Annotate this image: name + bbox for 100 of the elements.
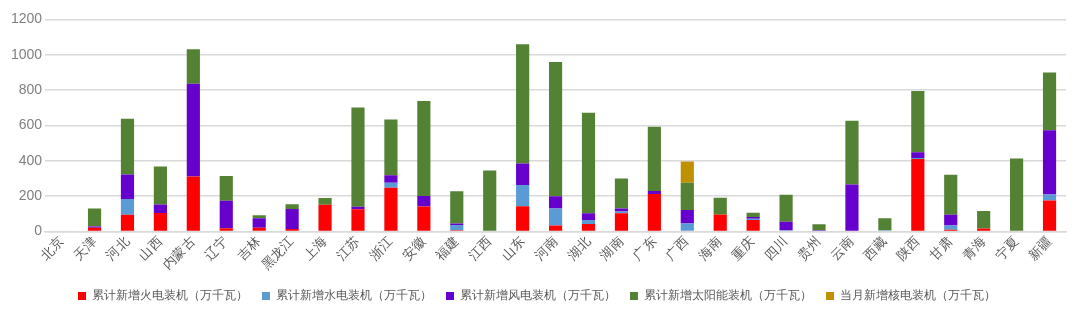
x-tick-label: 新疆 — [1025, 233, 1055, 263]
bar — [878, 218, 892, 231]
bar — [417, 101, 431, 196]
bar — [318, 198, 332, 205]
x-tick-label: 山西 — [135, 233, 165, 263]
x-tick-label: 西藏 — [860, 233, 890, 263]
bar — [1042, 194, 1057, 201]
bar — [450, 191, 464, 224]
bar — [812, 224, 826, 231]
bar — [219, 176, 233, 201]
bar — [614, 213, 629, 231]
bar — [845, 184, 859, 231]
x-tick-label: 陕西 — [893, 233, 923, 263]
legend-label: 累计新增水电装机（万千瓦） — [276, 288, 432, 303]
x-tick-label: 江西 — [465, 233, 495, 263]
bar — [417, 195, 431, 207]
bar — [548, 61, 563, 197]
y-tick-label: 1200 — [10, 10, 43, 27]
bar — [1042, 200, 1057, 231]
legend-label: 累计新增风电装机（万千瓦） — [460, 288, 616, 303]
bar — [120, 174, 135, 199]
bar — [516, 206, 530, 231]
x-tick-label: 辽宁 — [201, 233, 231, 263]
bar — [713, 214, 727, 231]
bar — [845, 120, 859, 185]
bar — [285, 208, 299, 229]
x-tick-label: 浙江 — [366, 233, 396, 263]
bar — [1042, 72, 1057, 131]
bar — [384, 119, 398, 176]
bar — [120, 214, 135, 231]
bar — [977, 228, 991, 231]
y-tick-label: 800 — [18, 80, 43, 97]
y-tick-label: 0 — [34, 222, 43, 239]
bar — [219, 228, 233, 231]
bar — [944, 174, 958, 215]
bar — [581, 223, 596, 231]
y-tick-label: 200 — [18, 186, 43, 203]
bar — [318, 204, 332, 231]
bar — [680, 223, 694, 231]
bar — [548, 208, 563, 226]
bar — [911, 158, 925, 231]
x-tick-label: 河南 — [531, 233, 561, 263]
bar — [252, 215, 266, 219]
bar — [120, 198, 135, 215]
x-tick-label: 湖北 — [564, 233, 594, 263]
x-tick-label: 云南 — [827, 233, 857, 263]
bar — [1010, 158, 1024, 231]
bar — [384, 175, 398, 183]
bar — [647, 194, 661, 231]
x-tick-label: 上海 — [300, 233, 330, 263]
x-tick-label: 福建 — [432, 233, 462, 263]
bar — [516, 184, 530, 207]
bar — [186, 176, 200, 231]
x-tick-label: 天津 — [70, 233, 100, 263]
bar — [186, 49, 200, 84]
bar — [417, 206, 431, 231]
bar — [779, 194, 793, 222]
bar — [680, 182, 694, 211]
bar — [153, 213, 167, 231]
bar — [548, 225, 563, 231]
bar — [746, 212, 760, 217]
bar — [87, 208, 102, 227]
y-tick-label: 1000 — [10, 45, 43, 62]
bar — [1042, 130, 1057, 195]
bar — [713, 197, 727, 215]
bar — [351, 107, 365, 207]
bar — [647, 190, 661, 195]
y-tick-label: 600 — [18, 116, 43, 133]
x-tick-label: 河北 — [102, 233, 132, 263]
legend-label: 累计新增火电装机（万千瓦） — [92, 288, 248, 303]
bar — [285, 204, 299, 209]
legend-label: 当月新增核电装机（万千瓦） — [840, 288, 996, 303]
bar — [680, 161, 694, 183]
bar — [581, 220, 596, 224]
x-tick-label: 海南 — [695, 233, 725, 263]
bar — [120, 118, 135, 175]
bar — [252, 227, 266, 231]
bar — [153, 204, 167, 214]
x-tick-label: 贵州 — [794, 233, 824, 263]
x-tick-label: 安徽 — [399, 233, 429, 263]
x-tick-label: 宁夏 — [992, 233, 1022, 263]
bar — [219, 200, 233, 229]
bar — [252, 218, 266, 228]
x-tick-label: 广东 — [629, 233, 659, 263]
x-tick-label: 广西 — [662, 233, 692, 263]
bar — [944, 225, 958, 230]
bar — [516, 44, 530, 164]
x-tick-label: 山东 — [498, 233, 528, 263]
x-tick-label: 湖南 — [596, 233, 626, 263]
bar — [351, 209, 365, 231]
legend-label: 累计新增太阳能装机（万千瓦） — [644, 288, 812, 303]
bar — [153, 166, 167, 205]
bar — [483, 170, 497, 231]
x-tick-label: 青海 — [959, 233, 989, 263]
bar — [186, 83, 200, 177]
bar — [384, 187, 398, 231]
bar — [581, 213, 596, 221]
bar — [911, 91, 925, 153]
bar — [614, 178, 629, 209]
x-tick-label: 甘肃 — [926, 233, 956, 263]
